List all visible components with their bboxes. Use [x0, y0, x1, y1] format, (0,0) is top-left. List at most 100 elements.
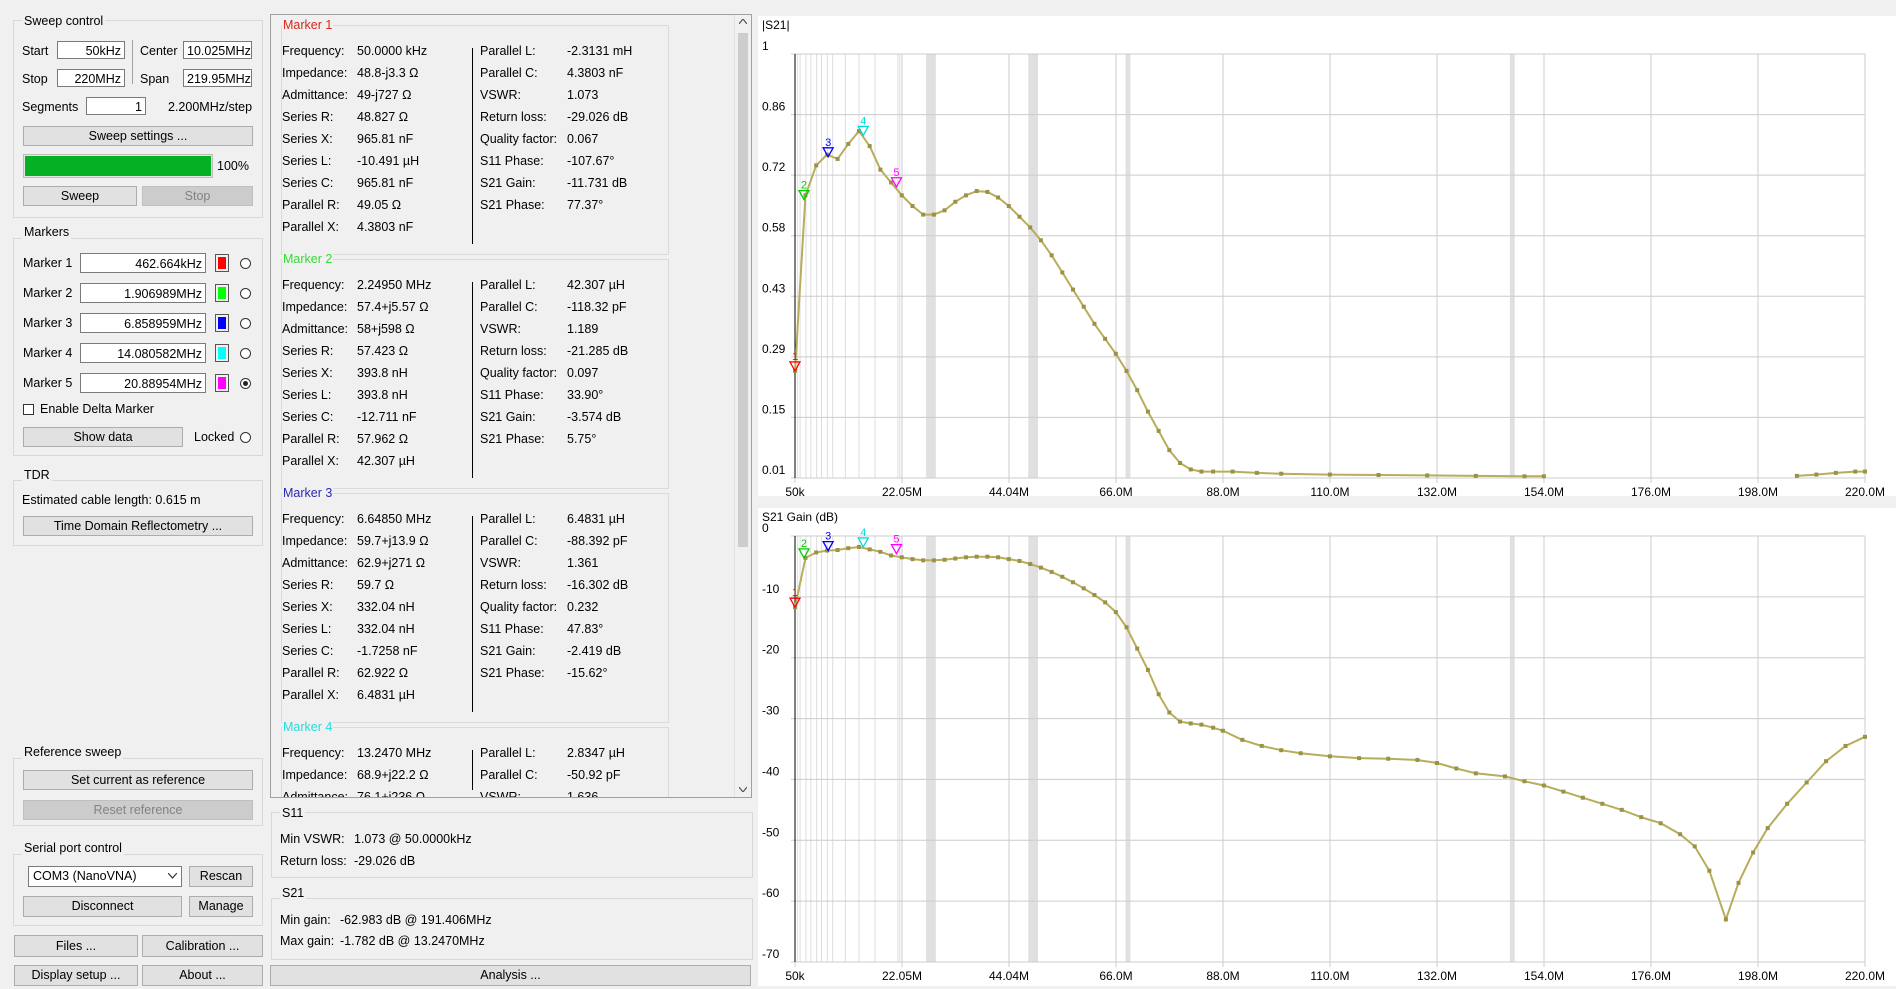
data-point — [1135, 646, 1140, 651]
x-tick-label: 154.0M — [1524, 485, 1564, 499]
y-tick-label: -30 — [762, 704, 780, 718]
detail-label: Impedance: — [282, 300, 348, 314]
show-data-button[interactable]: Show data — [23, 427, 183, 447]
max-gain-label: Max gain: — [280, 934, 335, 948]
data-point — [1833, 470, 1838, 475]
detail-label: Quality factor: — [480, 132, 558, 146]
marker-2-active-radio[interactable] — [240, 288, 251, 299]
data-point — [1049, 569, 1054, 574]
marker-5-triangle — [890, 177, 903, 189]
port-select[interactable]: COM3 (NanoVNA) — [28, 866, 182, 887]
marker-5-color-button[interactable] — [215, 374, 229, 392]
data-point — [835, 547, 840, 552]
start-input[interactable]: 50kHz — [57, 41, 125, 59]
data-point — [1071, 287, 1076, 292]
reset-reference-button[interactable]: Reset reference — [23, 800, 253, 820]
data-point — [889, 180, 894, 185]
marker-2-triangle — [797, 548, 811, 560]
x-tick-label: 22.05M — [882, 969, 922, 983]
locked-label: Locked — [194, 430, 235, 444]
marker-3-triangle — [822, 147, 835, 159]
marker-4-frequency-input[interactable]: 14.080582MHz — [80, 343, 206, 363]
data-point — [1678, 832, 1683, 837]
data-point — [1259, 743, 1264, 748]
sweep-divider — [132, 40, 133, 84]
center-label: Center — [140, 44, 178, 58]
marker-5-frequency-input[interactable]: 20.88954MHz — [80, 373, 206, 393]
marker-3-active-radio[interactable] — [240, 318, 251, 329]
data-point — [1692, 844, 1697, 849]
analysis-button[interactable]: Analysis ... — [270, 965, 751, 986]
segments-label: Segments — [22, 100, 79, 114]
marker-3-color-button[interactable] — [215, 314, 229, 332]
files-button[interactable]: Files ... — [14, 935, 138, 957]
data-point — [1092, 321, 1097, 326]
marker-1-details-separator — [472, 48, 473, 244]
stop-input[interactable]: 220MHz — [57, 69, 125, 87]
charts-svg[interactable]: 50k 22.05M 44.04M 66.0M 88.0M 110.0M 132.0M 154… — [758, 4, 1896, 986]
scrollbar-thumb[interactable] — [738, 33, 748, 547]
tdr-button[interactable]: Time Domain Reflectometry ... — [23, 516, 253, 536]
detail-label: Parallel X: — [282, 688, 339, 702]
marker-1-active-radio[interactable] — [240, 258, 251, 269]
detail-label: VSWR: — [480, 322, 521, 336]
marker-2-frequency-input[interactable]: 1.906989MHz — [80, 283, 206, 303]
data-point — [1794, 473, 1799, 478]
disconnect-button[interactable]: Disconnect — [23, 896, 182, 917]
detail-label: S11 Phase: — [480, 388, 544, 402]
data-point — [1863, 734, 1867, 739]
data-point — [835, 156, 840, 161]
calibration-button[interactable]: Calibration ... — [142, 935, 263, 957]
display-setup-button[interactable]: Display setup ... — [14, 965, 138, 986]
detail-value: -2.419 dB — [567, 644, 622, 658]
center-input[interactable]: 10.025MHz — [183, 41, 252, 59]
marker-details-scroll-area[interactable]: Marker 1 Frequency: 50.0000 kHz Impedance… — [270, 14, 752, 798]
segments-input[interactable]: 1 — [86, 97, 146, 115]
set-reference-button[interactable]: Set current as reference — [23, 770, 253, 790]
detail-label: VSWR: — [480, 88, 521, 102]
marker-5-active-radio[interactable] — [240, 378, 251, 389]
data-point — [963, 555, 968, 560]
data-point — [1167, 710, 1172, 715]
span-input[interactable]: 219.95MHz — [183, 69, 252, 87]
marker-4-active-radio[interactable] — [240, 348, 251, 359]
detail-label: Frequency: — [282, 44, 345, 58]
scroll-up-icon[interactable] — [739, 19, 747, 24]
span-label: Span — [140, 72, 170, 86]
stop-sweep-button[interactable]: Stop — [142, 186, 253, 206]
locked-radio[interactable] — [240, 432, 251, 443]
scrollbar[interactable] — [734, 15, 751, 797]
sweep-settings-button[interactable]: Sweep settings ... — [23, 126, 253, 146]
data-point — [1017, 558, 1022, 563]
marker-1-color-button[interactable] — [215, 254, 229, 272]
delta-marker-checkbox[interactable] — [23, 404, 34, 415]
data-point — [1006, 557, 1011, 562]
detail-label: Parallel C: — [480, 768, 538, 782]
detail-label: S21 Phase: — [480, 666, 545, 680]
marker-2-color-button[interactable] — [215, 284, 229, 302]
manage-button[interactable]: Manage — [189, 896, 253, 917]
shaded-band — [1509, 54, 1515, 478]
detail-value: 332.04 nH — [357, 600, 415, 614]
detail-label: Admittance: — [282, 790, 349, 798]
marker-4-color-button[interactable] — [215, 344, 229, 362]
detail-label: Series X: — [282, 366, 333, 380]
sweep-button[interactable]: Sweep — [23, 186, 137, 206]
about-button[interactable]: About ... — [142, 965, 263, 986]
detail-label: Series L: — [282, 388, 332, 402]
marker-3-frequency-input[interactable]: 6.858959MHz — [80, 313, 206, 333]
data-point — [1006, 204, 1011, 209]
detail-label: Return loss: — [480, 344, 547, 358]
detail-value: -1.7258 nF — [357, 644, 418, 658]
marker-1-frequency-input[interactable]: 462.664kHz — [80, 253, 206, 273]
y-tick-label: 0.86 — [762, 100, 786, 114]
x-tick-label: 50k — [785, 485, 805, 499]
marker-3-details-title: Marker 3 — [282, 486, 334, 500]
data-point — [1135, 388, 1140, 393]
rescan-button[interactable]: Rescan — [189, 866, 253, 887]
data-point — [825, 548, 830, 553]
data-point — [974, 554, 979, 559]
detail-label: Impedance: — [282, 534, 348, 548]
scroll-down-icon[interactable] — [739, 787, 747, 792]
data-point — [1863, 469, 1867, 474]
